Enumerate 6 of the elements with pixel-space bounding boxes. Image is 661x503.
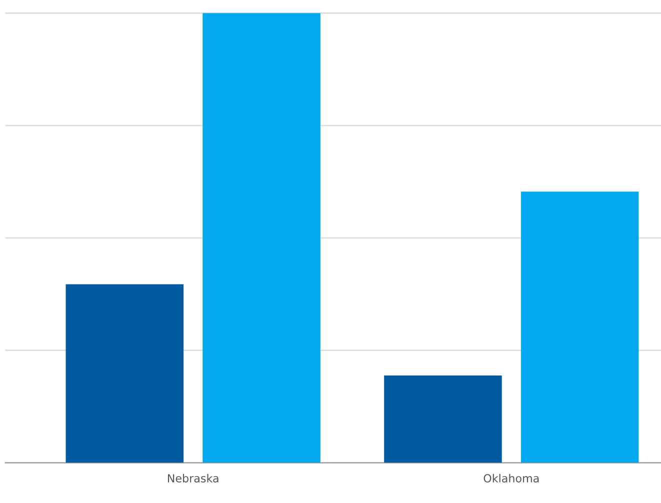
- bar: [66, 284, 184, 463]
- x-tick-label: Nebraska: [168, 474, 218, 482]
- bar: [202, 13, 320, 463]
- bar: [384, 376, 502, 463]
- x-tick-label: Oklahoma: [484, 474, 539, 482]
- bar: [520, 192, 639, 463]
